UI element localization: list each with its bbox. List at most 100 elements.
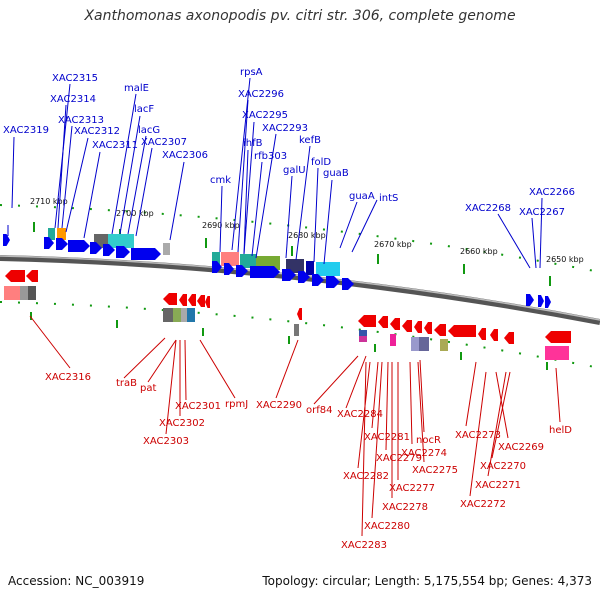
genome-title: Xanthomonas axonopodis pv. citri str. 30…	[84, 8, 516, 24]
label-XAC2311: XAC2311	[92, 140, 138, 151]
label-guaA: guaA	[349, 191, 375, 202]
forward-label-connector	[127, 135, 147, 235]
forward-label-connector	[61, 125, 73, 229]
forward-gene-arrow	[131, 248, 161, 260]
reverse-gene-arrow	[197, 295, 205, 307]
forward-label-connector	[323, 179, 333, 265]
reverse-gene-arrow	[163, 293, 177, 305]
reverse-gene-arrow	[504, 332, 514, 344]
label-XAC2302: XAC2302	[159, 418, 205, 429]
label-XAC2295: XAC2295	[242, 110, 288, 121]
label-intS: intS	[379, 193, 398, 204]
reverse-gene-arrow	[378, 316, 388, 328]
forward-gene-arrow	[342, 278, 354, 290]
label-XAC2284: XAC2284	[337, 409, 383, 420]
label-XAC2303: XAC2303	[143, 436, 189, 447]
forward-label-connector	[285, 175, 293, 259]
label-XAC2319: XAC2319	[3, 125, 49, 136]
reverse-gene-arrow	[205, 296, 210, 308]
reverse-label-connector	[495, 371, 509, 439]
tick-label-2700: 2700 kbp	[116, 209, 154, 218]
forward-gene-arrow	[212, 261, 222, 273]
forward-gene-arrow	[103, 244, 115, 256]
forward-gene-arrow	[56, 238, 68, 250]
reverse-label-connector	[29, 315, 71, 369]
label-ihfB: ihfB	[243, 138, 263, 149]
label-XAC2312: XAC2312	[74, 126, 120, 137]
label-helD: helD	[549, 425, 572, 436]
label-kefB: kefB	[299, 135, 321, 146]
label-rfb303: rfb303	[254, 151, 287, 162]
label-XAC2315: XAC2315	[52, 73, 98, 84]
forward-label-connector	[57, 104, 67, 229]
forward-gene-arrow	[44, 237, 54, 249]
reverse-gene-arrow	[424, 322, 432, 334]
forward-label-connector	[255, 133, 277, 259]
forward-label-connector	[313, 167, 319, 263]
label-XAC2281: XAC2281	[364, 432, 410, 443]
reverse-label-connector	[371, 361, 383, 519]
reverse-label-connector	[469, 371, 487, 497]
reverse-label-connector	[313, 355, 359, 405]
forward-label-connector	[231, 77, 251, 251]
label-XAC2270: XAC2270	[480, 461, 526, 472]
label-XAC2275: XAC2275	[412, 465, 458, 476]
forward-gene-arrow	[224, 263, 234, 275]
reverse-label-connector	[409, 361, 413, 445]
forward-gene-arrow	[116, 246, 130, 258]
forward-label-connector	[251, 161, 263, 257]
label-cmk: cmk	[210, 175, 231, 186]
reverse-label-connector	[417, 361, 425, 463]
label-traB: traB	[116, 378, 137, 389]
forward-label-connector	[531, 217, 537, 269]
label-pat: pat	[140, 383, 156, 394]
label-guaB: guaB	[323, 168, 349, 179]
label-galU: galU	[283, 165, 306, 176]
label-XAC2316: XAC2316	[45, 372, 91, 383]
label-XAC2307: XAC2307	[141, 137, 187, 148]
reverse-label-connector	[465, 361, 477, 427]
forward-label-connector	[119, 115, 141, 235]
label-XAC2267: XAC2267	[519, 207, 565, 218]
forward-gene-arrow	[545, 296, 551, 308]
label-XAC2277: XAC2277	[389, 483, 435, 494]
label-XAC2272: XAC2272	[460, 499, 506, 510]
reverse-gene-arrow	[490, 329, 498, 341]
label-XAC2278: XAC2278	[382, 502, 428, 513]
reverse-gene-arrow	[390, 318, 400, 330]
label-XAC2280: XAC2280	[364, 521, 410, 532]
reverse-gene-arrow	[179, 294, 187, 306]
tick-marks	[30, 222, 551, 370]
reverse-label-connector	[357, 361, 371, 469]
label-folD: folD	[311, 157, 331, 168]
label-XAC2290: XAC2290	[256, 400, 302, 411]
forward-gene-arrow	[236, 265, 248, 277]
tick-label-2680: 2680 kbp	[288, 231, 326, 240]
reverse-gene-arrow	[478, 328, 486, 340]
tick-label-2670: 2670 kbp	[374, 240, 412, 249]
reverse-gene-arrow	[26, 270, 38, 282]
label-rpmJ: rpmJ	[225, 399, 248, 410]
label-XAC2293: XAC2293	[262, 123, 308, 134]
forward-gene-arrow	[312, 274, 324, 286]
reverse-label-connector	[147, 339, 177, 383]
reverse-label-connector	[184, 339, 187, 401]
forward-gene-arrow	[68, 240, 90, 252]
forward-label-connector	[339, 201, 358, 249]
reverse-label-connector	[199, 339, 236, 399]
forward-gene-arrow	[90, 242, 102, 254]
forward-gene-arrows	[3, 234, 551, 308]
reverse-label-connector	[419, 359, 425, 433]
reverse-gene-arrow	[545, 331, 571, 343]
label-XAC2268: XAC2268	[465, 203, 511, 214]
label-XAC2314: XAC2314	[50, 94, 96, 105]
label-orf84: orf84	[306, 405, 332, 416]
reverse-gene-arrow	[5, 270, 25, 282]
forward-gene-arrow	[282, 269, 296, 281]
forward-label-connector	[295, 145, 311, 261]
reverse-label-connector	[165, 339, 177, 435]
reverse-gene-arrow	[448, 325, 476, 337]
accession-text: Accession: NC_003919	[8, 574, 145, 588]
label-XAC2306: XAC2306	[162, 150, 208, 161]
label-XAC2296: XAC2296	[238, 89, 284, 100]
